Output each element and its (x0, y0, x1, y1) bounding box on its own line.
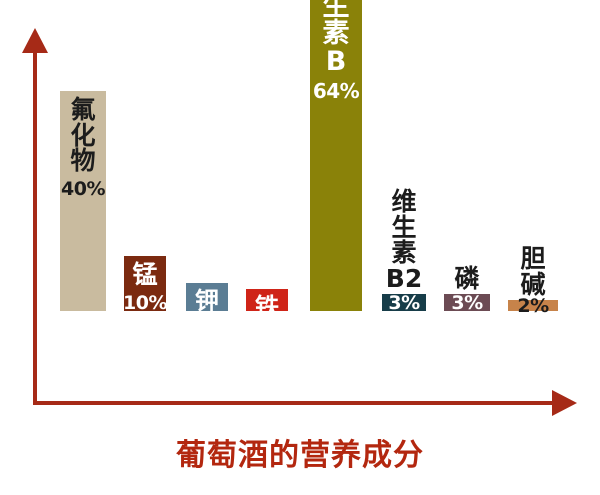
bar-group-vitamin-b[interactable]: 维 生 素 B64% (310, 0, 362, 311)
y-axis-up-arrow-icon (22, 28, 48, 53)
bar-value-phosphorus: 3% (451, 291, 483, 314)
bar-value-manganese: 10% (123, 291, 167, 314)
bar-value-iron: 4% (251, 323, 283, 346)
bar-label-phosphorus: 磷 (454, 263, 480, 293)
bar-value-potassium: 5% (191, 317, 223, 340)
bar-group-vitamin-b2[interactable]: 维 生 素 B2 3% (382, 187, 426, 314)
x-axis-line (33, 401, 558, 405)
plot-area: 氟 化 物40%锰10%钾5%铁4%维 生 素 B64%维 生 素 B23%磷3… (60, 0, 558, 345)
bar-group-choline[interactable]: 胆 碱 2% (508, 244, 558, 317)
bar-phosphorus[interactable]: 3% (444, 291, 490, 314)
bar-value-choline: 2% (517, 294, 549, 317)
bar-iron[interactable]: 铁 4% (246, 289, 288, 345)
bar-label-potassium: 钾 (195, 287, 219, 315)
bar-vitamin-b[interactable]: 维 生 素 B64% (310, 0, 362, 311)
chart-title: 葡萄酒的营养成分 (176, 438, 424, 473)
bar-group-iron[interactable]: 铁 4% (246, 289, 288, 345)
bar-fluoride[interactable]: 氟 化 物 40% (60, 91, 106, 311)
bar-group-fluoride[interactable]: 氟 化 物 40% (60, 91, 106, 311)
bar-manganese[interactable]: 锰 10% (123, 256, 167, 314)
bar-value-vitamin-b2: 3% (388, 291, 420, 314)
bar-value-fluoride: 40% (61, 177, 105, 200)
bar-label-vitamin-b2: 维 生 素 B2 (385, 187, 423, 293)
bar-value-vitamin-b: 64% (312, 79, 360, 104)
x-axis-right-arrow-icon (552, 390, 577, 416)
bar-label-choline: 胆 碱 (520, 244, 546, 299)
y-axis-line (33, 50, 37, 405)
bar-group-potassium[interactable]: 钾 5% (186, 283, 228, 339)
bar-label-iron: 铁 (255, 293, 279, 321)
bar-label-fluoride: 氟 化 物 (70, 95, 96, 175)
bar-label-manganese: 锰 (132, 260, 158, 289)
bar-label-vitamin-b: 维 生 素 B (322, 0, 350, 77)
bar-group-phosphorus[interactable]: 磷 3% (444, 263, 490, 314)
bar-potassium[interactable]: 钾 5% (186, 283, 228, 339)
bar-choline[interactable]: 2% (508, 295, 558, 317)
bar-vitamin-b2[interactable]: 3% (382, 291, 426, 314)
bar-group-manganese[interactable]: 锰 10% (123, 256, 167, 314)
